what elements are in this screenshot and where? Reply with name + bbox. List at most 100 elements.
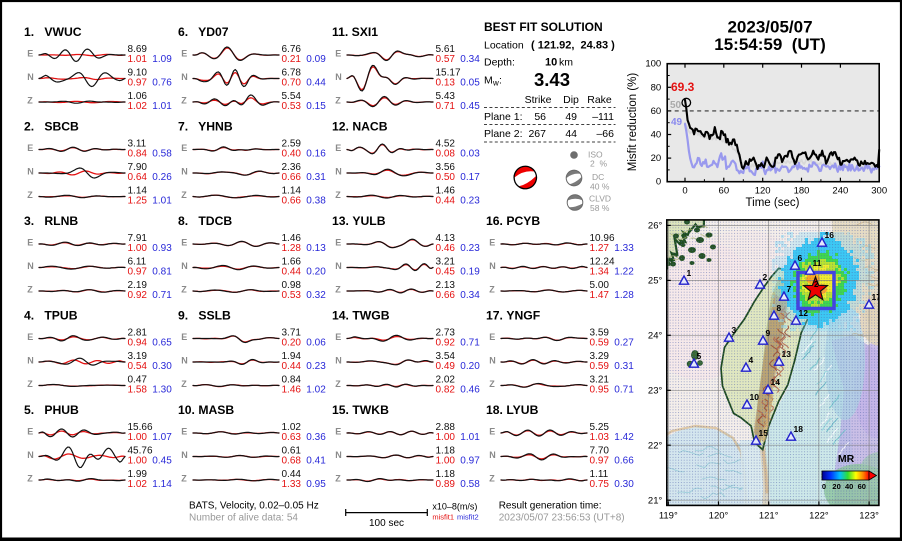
svg-text:E: E: [335, 332, 341, 342]
svg-text:N: N: [181, 261, 188, 271]
svg-text:1.99: 1.99: [128, 469, 148, 480]
svg-text:60: 60: [651, 106, 662, 117]
svg-text:misfit1: misfit1: [432, 513, 454, 522]
svg-text:0.49: 0.49: [436, 361, 456, 372]
svg-text:2 %: 2 %: [590, 159, 607, 169]
svg-text:0.13: 0.13: [306, 243, 326, 254]
svg-text:300: 300: [871, 186, 887, 197]
svg-text:N: N: [335, 167, 342, 177]
svg-text:100 sec: 100 sec: [369, 518, 404, 529]
svg-text:0.61: 0.61: [282, 445, 302, 456]
svg-text:1.28: 1.28: [614, 290, 634, 301]
svg-text:16. PCYB: 16. PCYB: [486, 214, 540, 228]
svg-text:N: N: [181, 167, 188, 177]
svg-text:2. SBCB: 2. SBCB: [24, 120, 79, 134]
svg-text:0.95: 0.95: [590, 385, 610, 396]
svg-text:9.10: 9.10: [128, 67, 148, 78]
svg-text:ISO: ISO: [588, 150, 603, 160]
svg-text:( 121.92, 24.83 ): ( 121.92, 24.83 ): [531, 40, 615, 52]
svg-text:1.14: 1.14: [128, 185, 148, 196]
svg-text:2023/05/07 23:56:53 (UT+8): 2023/05/07 23:56:53 (UT+8): [499, 513, 625, 524]
svg-text:0.15: 0.15: [306, 101, 326, 112]
svg-text:1.58: 1.58: [128, 385, 148, 396]
svg-text:N: N: [27, 356, 34, 366]
svg-text:0.32: 0.32: [306, 290, 326, 301]
svg-text:5.25: 5.25: [590, 422, 610, 433]
svg-text:1.27: 1.27: [590, 243, 610, 254]
svg-text:0.65: 0.65: [152, 338, 172, 349]
svg-text:N: N: [27, 261, 34, 271]
svg-text:119°: 119°: [659, 511, 678, 522]
svg-text:0.97: 0.97: [128, 78, 148, 89]
svg-text:0.45: 0.45: [460, 101, 480, 112]
svg-text:E: E: [181, 143, 187, 153]
svg-text:0.63: 0.63: [282, 432, 302, 443]
svg-text:1.34: 1.34: [590, 267, 610, 278]
svg-text:4: 4: [749, 355, 754, 365]
svg-text:60: 60: [719, 186, 730, 197]
svg-text:Z: Z: [27, 474, 33, 484]
svg-text:Z: Z: [181, 474, 187, 484]
svg-text:0.57: 0.57: [436, 54, 456, 65]
svg-text:BATS, Velocity, 0.02–0.05 Hz: BATS, Velocity, 0.02–0.05 Hz: [189, 501, 319, 512]
svg-text:2.81: 2.81: [128, 327, 148, 338]
svg-text:DC: DC: [592, 172, 604, 182]
svg-text:0.20: 0.20: [282, 338, 302, 349]
svg-text:Misfit reduction (%): Misfit reduction (%): [627, 73, 639, 172]
svg-text:Location: Location: [484, 40, 524, 52]
svg-text:E: E: [27, 427, 33, 437]
svg-text:12. NACB: 12. NACB: [332, 120, 388, 134]
svg-text:Strike: Strike: [525, 94, 552, 106]
svg-text:6.78: 6.78: [282, 67, 302, 78]
svg-text:0.03: 0.03: [460, 149, 480, 160]
svg-text:7. YHNB: 7. YHNB: [178, 120, 233, 134]
svg-text:1.11: 1.11: [590, 469, 609, 480]
svg-text:1.18: 1.18: [436, 445, 456, 456]
svg-text:15: 15: [759, 428, 769, 438]
svg-text:0.23: 0.23: [306, 361, 326, 372]
svg-text:N: N: [335, 261, 342, 271]
svg-text:0.44: 0.44: [282, 361, 302, 372]
svg-text:E: E: [181, 49, 187, 59]
svg-text:4.52: 4.52: [436, 138, 456, 149]
svg-text:3.71: 3.71: [282, 327, 302, 338]
svg-text:Result generation time:: Result generation time:: [499, 501, 602, 512]
svg-text:2: 2: [763, 272, 768, 282]
svg-text:20: 20: [832, 482, 840, 491]
svg-text:0.13: 0.13: [436, 78, 456, 89]
svg-text:2.73: 2.73: [436, 327, 456, 338]
svg-text:15.66: 15.66: [128, 422, 153, 433]
svg-text:E: E: [489, 332, 495, 342]
svg-text:0.50: 0.50: [436, 172, 456, 183]
svg-text:4. TPUB: 4. TPUB: [24, 309, 78, 323]
svg-text:BEST FIT SOLUTION: BEST FIT SOLUTION: [484, 20, 603, 34]
svg-text:0.08: 0.08: [436, 149, 456, 160]
svg-text:–111: –111: [592, 111, 614, 123]
svg-text:1.00: 1.00: [436, 432, 456, 443]
svg-text:Plane 1:: Plane 1:: [484, 111, 523, 123]
svg-text:0.44: 0.44: [282, 469, 302, 480]
svg-text:9. SSLB: 9. SSLB: [178, 309, 231, 323]
svg-text:1.01: 1.01: [152, 101, 172, 112]
svg-text:Z: Z: [335, 190, 341, 200]
svg-text:0.16: 0.16: [306, 149, 326, 160]
svg-text:1.30: 1.30: [152, 385, 172, 396]
svg-text:3: 3: [732, 325, 737, 335]
svg-text:10: 10: [750, 392, 760, 402]
svg-text:0.81: 0.81: [152, 267, 172, 278]
svg-text:0.92: 0.92: [128, 290, 148, 301]
svg-text:Z: Z: [27, 96, 33, 106]
svg-text:8: 8: [777, 303, 782, 313]
svg-text:1.94: 1.94: [282, 351, 302, 362]
svg-text:0.64: 0.64: [128, 172, 148, 183]
svg-text:E: E: [27, 143, 33, 153]
svg-text:121°: 121°: [759, 511, 779, 522]
svg-text:E: E: [335, 238, 341, 248]
svg-text:5. PHUB: 5. PHUB: [24, 403, 79, 417]
svg-text:misfit2: misfit2: [457, 513, 479, 522]
svg-text:E: E: [27, 238, 33, 248]
svg-text:13: 13: [782, 349, 792, 359]
svg-text:0.59: 0.59: [590, 338, 610, 349]
svg-text:2023/05/07: 2023/05/07: [727, 18, 812, 37]
svg-text:0.97: 0.97: [590, 456, 610, 467]
